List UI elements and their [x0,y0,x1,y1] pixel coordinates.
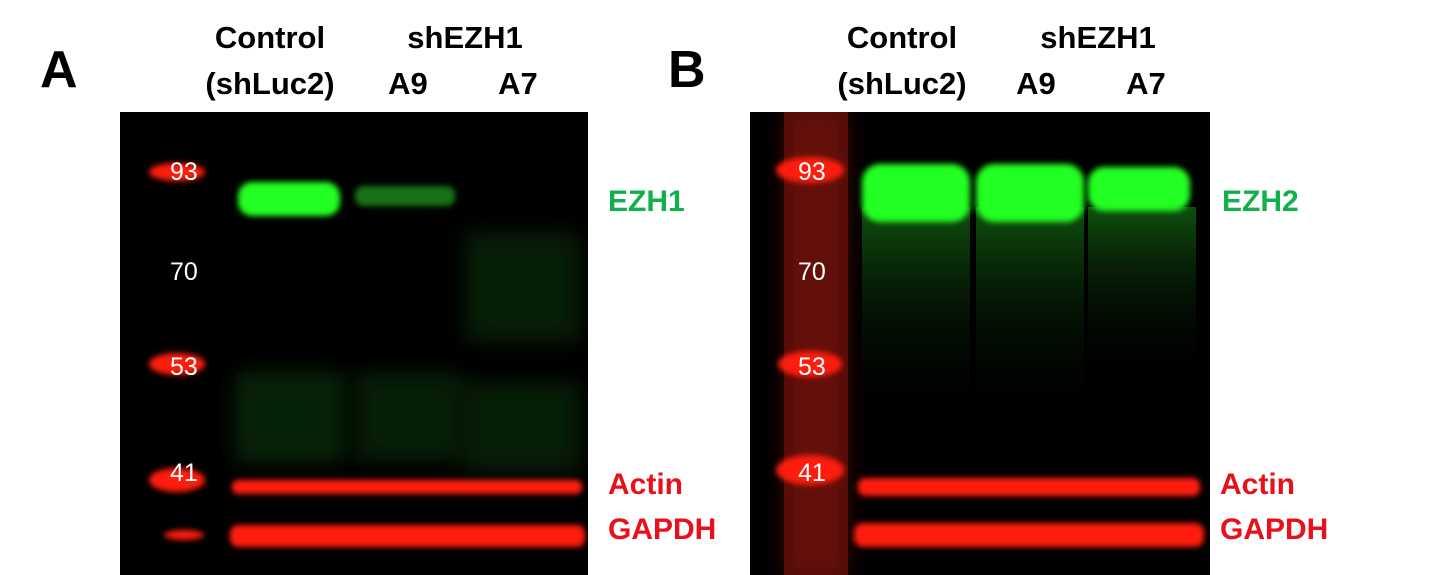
gapdh-band-label: GAPDH [1220,513,1329,546]
gapdh-band-label: GAPDH [608,513,717,546]
marker-label-53: 53 [798,353,826,381]
marker-label-93: 93 [170,158,198,186]
actin-band-label: Actin [608,468,683,501]
actin-band-label: Actin [1220,468,1295,501]
target-band-label: EZH2 [1222,185,1299,218]
lane-header-a9: A9 [1016,66,1056,101]
marker-label-41: 41 [798,459,826,487]
panel-a: A Control (shLuc2) shEZH1 A9 A7 [40,20,717,575]
lane-header-control-sub: (shLuc2) [837,66,967,101]
lane-header-a7: A7 [1126,66,1166,101]
marker-label-70: 70 [170,258,198,286]
lane-header-control-sub: (shLuc2) [205,66,335,101]
lane-header-a9: A9 [388,66,428,101]
marker-label-93: 93 [798,158,826,186]
marker-label-70: 70 [798,258,826,286]
western-blot-image-b: 93 70 53 41 [750,112,1210,575]
marker-label-53: 53 [170,353,198,381]
lane-header-knockdown: shEZH1 [407,20,523,55]
target-band-label: EZH1 [608,185,685,218]
lane-header-control: Control [214,20,326,55]
lane-header-control: Control [846,20,958,55]
panel-b: B Control (shLuc2) shEZH1 A9 A7 [630,0,1431,575]
panel-letter: A [40,41,78,99]
panel-letter: B [668,41,706,99]
western-blot-image-a: 93 70 53 41 [120,112,588,575]
marker-label-41: 41 [170,459,198,487]
lane-header-knockdown: shEZH1 [1040,20,1156,55]
lane-header-a7: A7 [498,66,538,101]
